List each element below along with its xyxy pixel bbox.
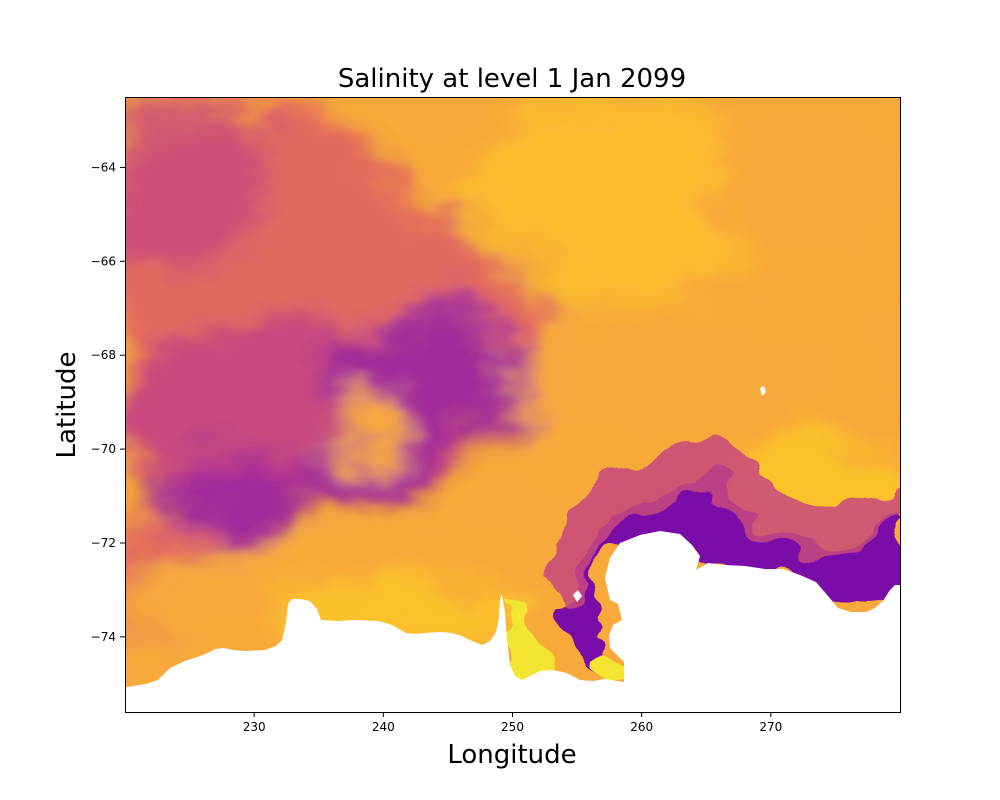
x-tick-label: 230	[243, 720, 266, 734]
coastal-low-band	[560, 477, 900, 680]
land-mask	[125, 531, 900, 712]
y-axis-label: Latitude	[52, 351, 82, 458]
chart-title: Salinity at level 1 Jan 2099	[338, 64, 686, 94]
x-axis: 230 240 250 260 270	[243, 712, 782, 734]
x-tick-label: 270	[759, 720, 782, 734]
x-tick-label: 260	[630, 720, 653, 734]
field-region	[460, 97, 780, 310]
y-tick-label: −70	[91, 442, 116, 456]
x-tick-label: 240	[372, 720, 395, 734]
coastal-mid-band	[540, 438, 900, 608]
fresh-plume	[590, 656, 625, 685]
y-tick-label: −72	[91, 536, 116, 550]
x-tick-label: 250	[501, 720, 524, 734]
y-tick-label: −74	[91, 630, 116, 644]
y-tick-label: −68	[91, 348, 116, 362]
y-tick-label: −64	[91, 160, 116, 174]
y-tick-label: −66	[91, 254, 116, 268]
field-region	[300, 435, 440, 505]
land-islet	[760, 386, 766, 396]
field-region	[710, 97, 900, 280]
land-islet	[573, 590, 582, 602]
x-axis-label: Longitude	[447, 740, 576, 770]
plot-area	[125, 97, 900, 712]
field-region	[510, 300, 850, 460]
field-region	[330, 395, 410, 465]
field-region	[125, 97, 270, 270]
salinity-field	[125, 97, 900, 712]
y-axis: −64 −66 −68 −70 −72 −74	[91, 160, 125, 644]
